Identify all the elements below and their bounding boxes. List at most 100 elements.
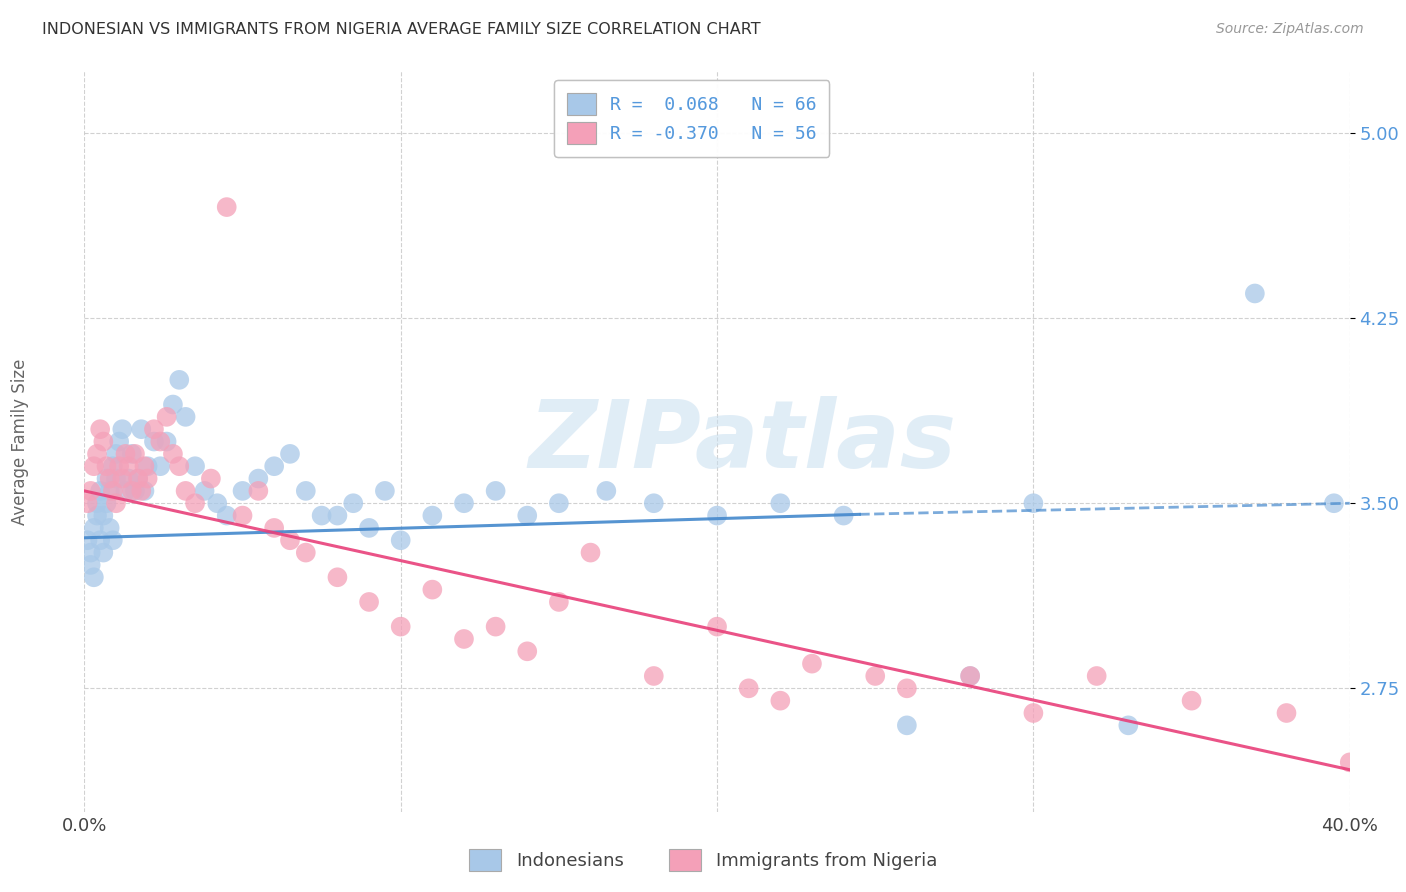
Point (98, 483, 121, 498)
Point (134, 459, 156, 474)
Point (89, 422, 111, 436)
Point (643, 669, 665, 683)
Point (76, 533, 98, 548)
Point (769, 496, 792, 510)
Point (98, 471, 121, 485)
Point (389, 533, 412, 548)
Point (83, 459, 105, 474)
Point (105, 496, 127, 510)
Point (143, 434, 166, 449)
Point (89, 483, 111, 498)
Point (121, 447, 143, 461)
Legend: R =  0.068   N = 66, R = -0.370   N = 56: R = 0.068 N = 66, R = -0.370 N = 56 (554, 80, 830, 157)
Point (86, 508, 108, 523)
Point (453, 496, 475, 510)
Point (357, 521, 380, 535)
Point (215, 200, 238, 214)
Point (1022, 496, 1045, 510)
Point (263, 459, 285, 474)
Text: Source: ZipAtlas.com: Source: ZipAtlas.com (1216, 22, 1364, 37)
Point (86, 447, 108, 461)
Point (247, 471, 270, 485)
Point (643, 496, 665, 510)
Point (118, 459, 141, 474)
Point (129, 483, 153, 498)
Point (422, 508, 444, 523)
Point (516, 644, 538, 658)
Point (548, 595, 571, 609)
Point (101, 533, 124, 548)
Point (263, 521, 285, 535)
Point (374, 483, 396, 498)
Point (134, 483, 156, 498)
Point (484, 483, 508, 498)
Point (136, 459, 159, 474)
Point (295, 483, 318, 498)
Point (311, 508, 333, 523)
Y-axis label: Average Family Size: Average Family Size (11, 359, 28, 524)
Point (129, 422, 153, 436)
Point (96, 471, 118, 485)
Point (174, 483, 197, 498)
Point (959, 669, 981, 683)
Legend: Indonesians, Immigrants from Nigeria: Indonesians, Immigrants from Nigeria (461, 842, 945, 879)
Point (595, 483, 617, 498)
Point (863, 669, 887, 683)
Text: ZIPatlas: ZIPatlas (529, 395, 956, 488)
Point (389, 619, 412, 633)
Point (83, 521, 105, 535)
Point (105, 471, 127, 485)
Point (89, 533, 111, 548)
Point (155, 409, 177, 424)
Point (1085, 669, 1108, 683)
Point (326, 508, 349, 523)
Point (959, 669, 981, 683)
Point (149, 434, 172, 449)
Point (200, 471, 222, 485)
Point (193, 483, 217, 498)
Point (801, 657, 824, 671)
Point (101, 483, 124, 498)
Point (127, 471, 149, 485)
Point (231, 508, 254, 523)
Point (93, 434, 115, 449)
Point (231, 483, 254, 498)
Point (162, 398, 184, 412)
Point (422, 582, 444, 597)
Point (127, 471, 149, 485)
Point (93, 508, 115, 523)
Point (169, 373, 191, 387)
Point (108, 434, 131, 449)
Point (96, 496, 118, 510)
Point (516, 508, 538, 523)
Point (76, 496, 98, 510)
Point (247, 483, 270, 498)
Point (184, 459, 207, 474)
Point (832, 508, 855, 523)
Point (111, 471, 134, 485)
Point (769, 694, 792, 708)
Point (136, 471, 159, 485)
Point (207, 496, 229, 510)
Point (1118, 718, 1140, 732)
Point (124, 483, 146, 498)
Point (453, 632, 475, 646)
Point (162, 447, 184, 461)
Point (111, 422, 134, 436)
Point (93, 546, 115, 560)
Point (737, 681, 759, 696)
Point (79, 558, 103, 572)
Point (98, 521, 121, 535)
Point (706, 508, 728, 523)
Point (342, 496, 364, 510)
Point (1180, 694, 1202, 708)
Point (215, 508, 238, 523)
Point (108, 459, 131, 474)
Point (548, 496, 571, 510)
Point (1323, 496, 1346, 510)
Point (706, 619, 728, 633)
Point (121, 483, 143, 498)
Point (174, 409, 197, 424)
Point (169, 459, 191, 474)
Point (124, 447, 146, 461)
